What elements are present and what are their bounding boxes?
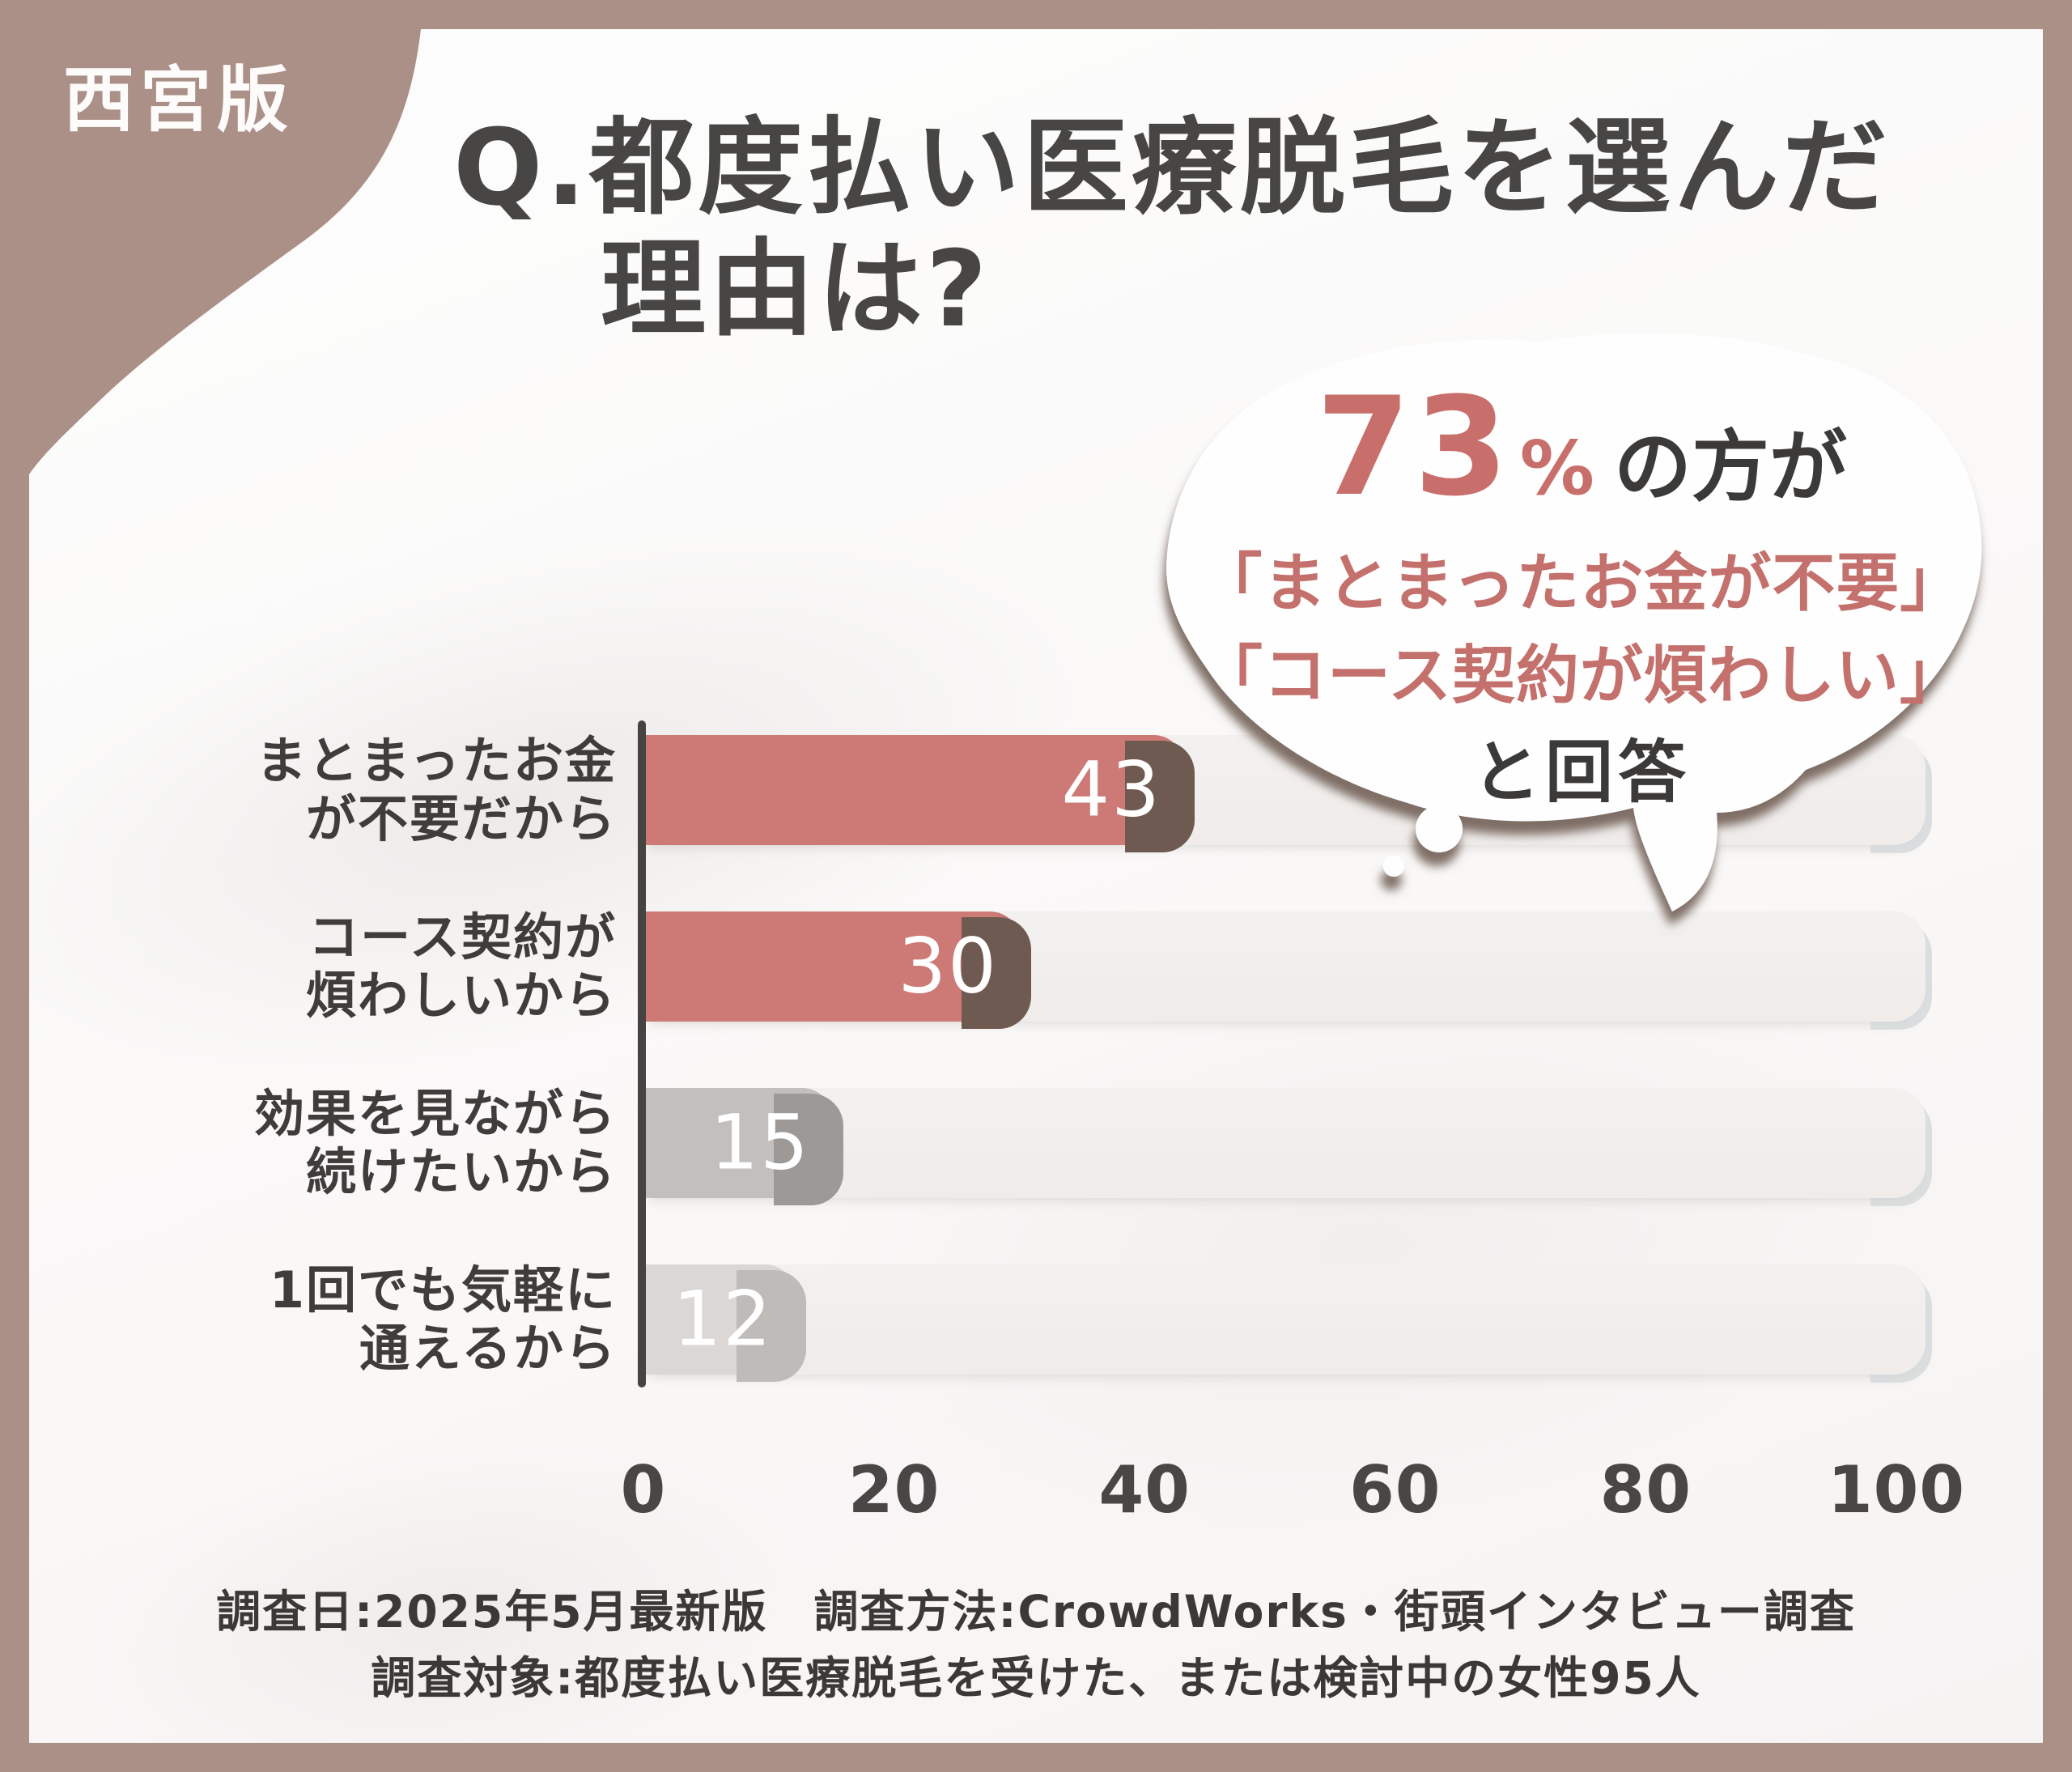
y-axis-line	[638, 720, 646, 1387]
bar: 43	[645, 735, 1195, 852]
corner-blob	[29, 29, 421, 474]
quote-line-1: 「まとまったお金が不要」	[1199, 547, 1964, 620]
footer-note: 調査日:2025年5月最新版 調査方法:CrowdWorks・街頭インタビュー調…	[29, 1579, 2043, 1711]
bar-label: 1回でも気軽に 通えるから	[29, 1261, 617, 1378]
badge-label: 西宮版	[63, 58, 295, 142]
bar-label-line: が不要だから	[305, 789, 617, 848]
x-tick-label: 100	[1828, 1452, 1965, 1528]
bar-value-label: 15	[710, 1098, 810, 1188]
x-tick-label: 20	[847, 1452, 940, 1528]
footer-line-1: 調査日:2025年5月最新版 調査方法:CrowdWorks・街頭インタビュー調…	[216, 1586, 1856, 1638]
stat-suffix: の方が	[1613, 422, 1847, 512]
bar: 15	[645, 1088, 843, 1205]
bar-label-line: 効果を見ながら	[253, 1084, 617, 1143]
bubble-closing: と回答	[1471, 733, 1691, 812]
bar-track-face	[645, 1088, 1926, 1198]
corner-blob-shape	[29, 29, 421, 474]
bar-track-face	[645, 1264, 1926, 1375]
x-tick-label: 80	[1599, 1452, 1692, 1528]
x-tick-label: 0	[620, 1452, 667, 1528]
bar: 12	[645, 1264, 806, 1382]
quote-line-2: 「コース契約が煩わしい」	[1199, 640, 1964, 712]
bar-track: 15	[645, 1088, 1932, 1206]
bar-label-line: まとまったお金	[256, 731, 617, 790]
bubble-text: 73 % の方が 「まとまったお金が不要」 「コース契約が煩わしい」 と回答	[1169, 379, 1994, 806]
title-line-2: 理由は?	[601, 227, 991, 351]
bar-label-line: コース契約が	[308, 907, 617, 967]
footer-line-2: 調査対象:都度払い医療脱毛を受けた、または検討中の女性95人	[371, 1652, 1701, 1704]
percent-sign: %	[1519, 425, 1594, 512]
bar-label-line: 1回でも気軽に	[269, 1260, 617, 1319]
x-tick-label: 40	[1098, 1452, 1191, 1528]
bar-label-line: 続けたいから	[305, 1142, 617, 1201]
bar-track: 30	[645, 911, 1932, 1030]
bar-value-label: 43	[1061, 746, 1161, 835]
bar-value-label: 12	[673, 1275, 773, 1364]
bar-track: 12	[645, 1264, 1932, 1383]
title-line-1: Q.都度払い医療脱毛を選んだ	[453, 106, 1891, 229]
x-tick-label: 60	[1349, 1452, 1441, 1528]
stat-value: 73	[1316, 368, 1512, 526]
thought-dot-small	[1383, 856, 1404, 877]
bar: 30	[645, 911, 1031, 1029]
bar-value-label: 30	[898, 922, 998, 1011]
bar-label-line: 通えるから	[359, 1319, 617, 1378]
page-title: Q.都度払い医療脱毛を選んだ 理由は?	[453, 107, 1959, 350]
bar-label-line: 煩わしいから	[305, 966, 617, 1025]
bar-label: 効果を見ながら 続けたいから	[29, 1085, 617, 1201]
bar-label: コース契約が 煩わしいから	[29, 908, 617, 1025]
bar-label: まとまったお金 が不要だから	[29, 732, 617, 848]
page-canvas: 西宮版 Q.都度払い医療脱毛を選んだ 理由は? まとまったお金 が不要だから 43 コ…	[29, 29, 2043, 1743]
stat-line: 73 % の方が	[1169, 379, 1994, 515]
